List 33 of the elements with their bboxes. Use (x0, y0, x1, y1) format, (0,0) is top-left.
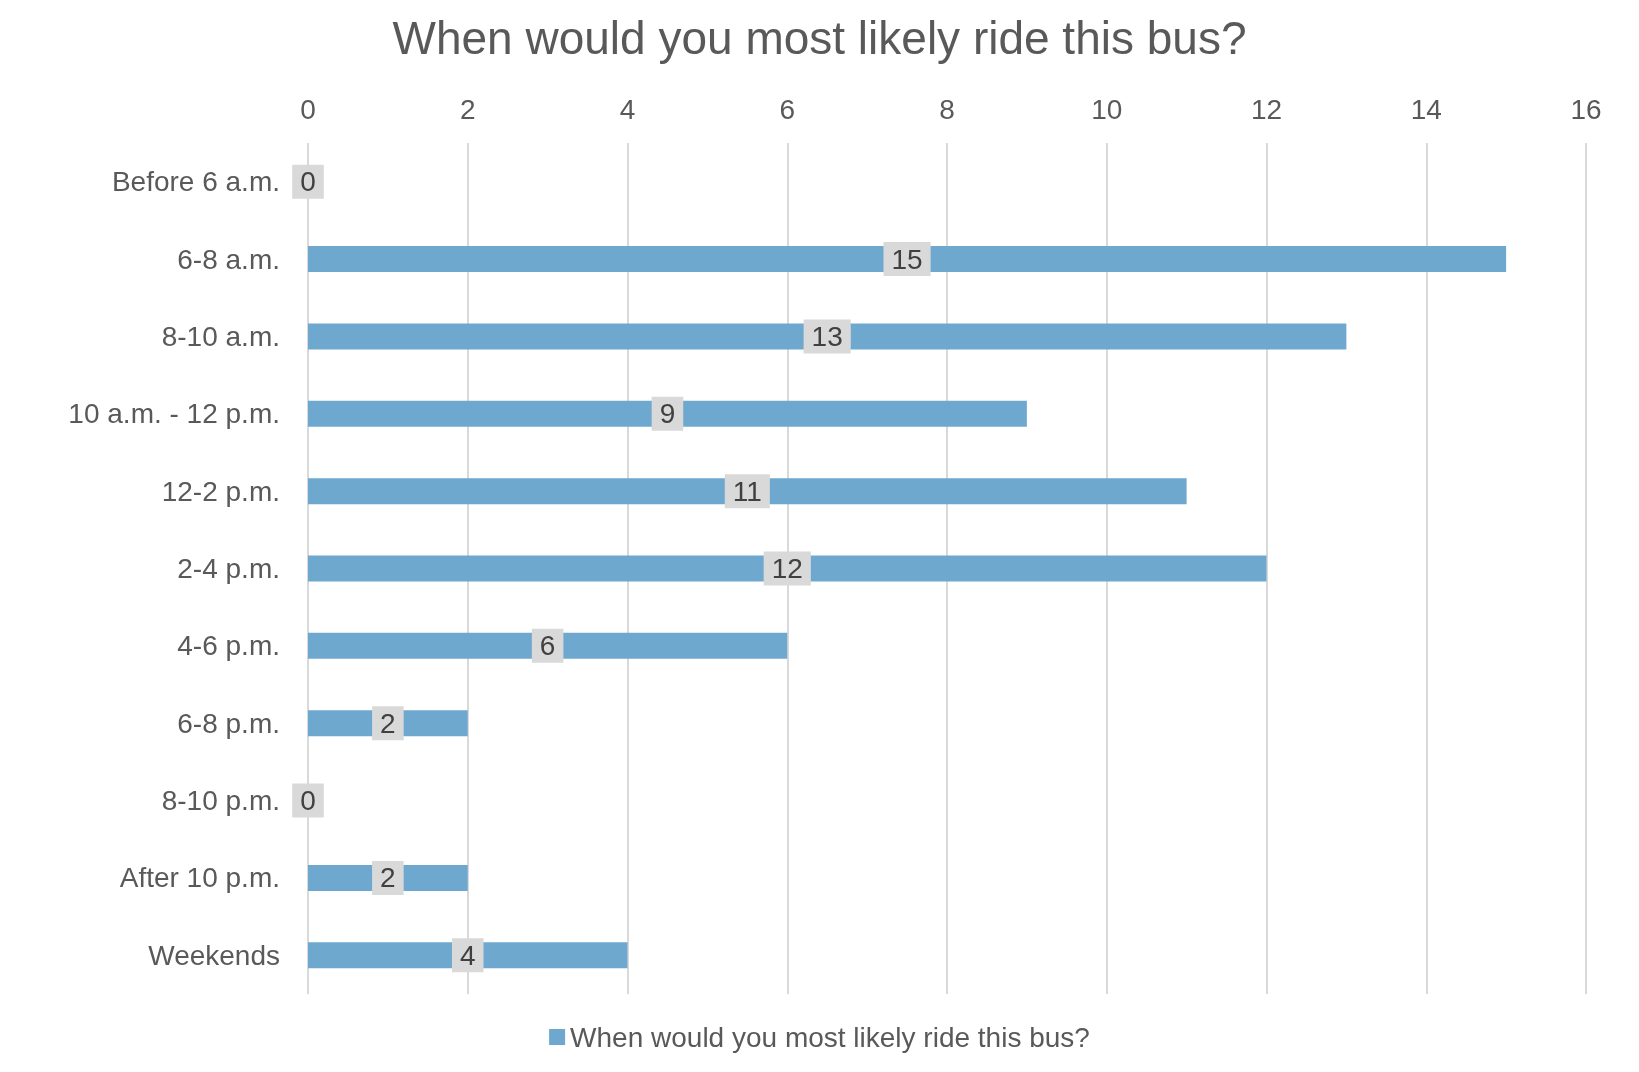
y-tick-label: Before 6 a.m. (111, 166, 280, 198)
data-label: 11 (732, 475, 762, 507)
y-tick-label: After 10 p.m. (119, 862, 280, 894)
x-tick-label: 10 (1091, 93, 1123, 125)
y-tick-label: 10 a.m. - 12 p.m. (68, 398, 280, 430)
y-tick-label: 8-10 a.m. (161, 320, 280, 352)
y-tick-label: 4-6 p.m. (177, 630, 280, 662)
x-tick-label: 0 (300, 93, 316, 125)
x-tick-label: 8 (939, 93, 955, 125)
y-tick-label: 8-10 p.m. (161, 785, 280, 817)
data-label: 0 (300, 166, 316, 198)
data-label: 2 (380, 862, 396, 894)
data-label: 4 (459, 939, 476, 971)
data-label: 0 (300, 785, 316, 817)
x-tick-label: 6 (779, 93, 796, 125)
data-label: 15 (891, 243, 923, 275)
x-tick-label: 4 (619, 93, 636, 125)
y-tick-label: 2-4 p.m. (177, 553, 280, 584)
data-label: 6 (539, 630, 556, 662)
y-tick-label: 6-8 p.m. (177, 707, 280, 739)
y-tick-label: 6-8 a.m. (177, 243, 280, 275)
x-tick-label: 12 (1250, 93, 1283, 125)
data-label: 9 (659, 398, 676, 430)
y-tick-label: Weekends (148, 939, 280, 971)
data-label: 2 (380, 707, 396, 739)
x-tick-label: 14 (1410, 93, 1442, 125)
data-label: 13 (811, 320, 843, 352)
y-tick-label: 12-2 p.m. (161, 475, 280, 507)
x-tick-label: 16 (1570, 93, 1602, 125)
data-label: 12 (771, 553, 803, 584)
chart-title: When would you most likely ride this bus? (392, 12, 1247, 64)
legend-label: When would you most likely ride this bus? (570, 1021, 1090, 1053)
x-tick-label: 2 (459, 93, 476, 125)
